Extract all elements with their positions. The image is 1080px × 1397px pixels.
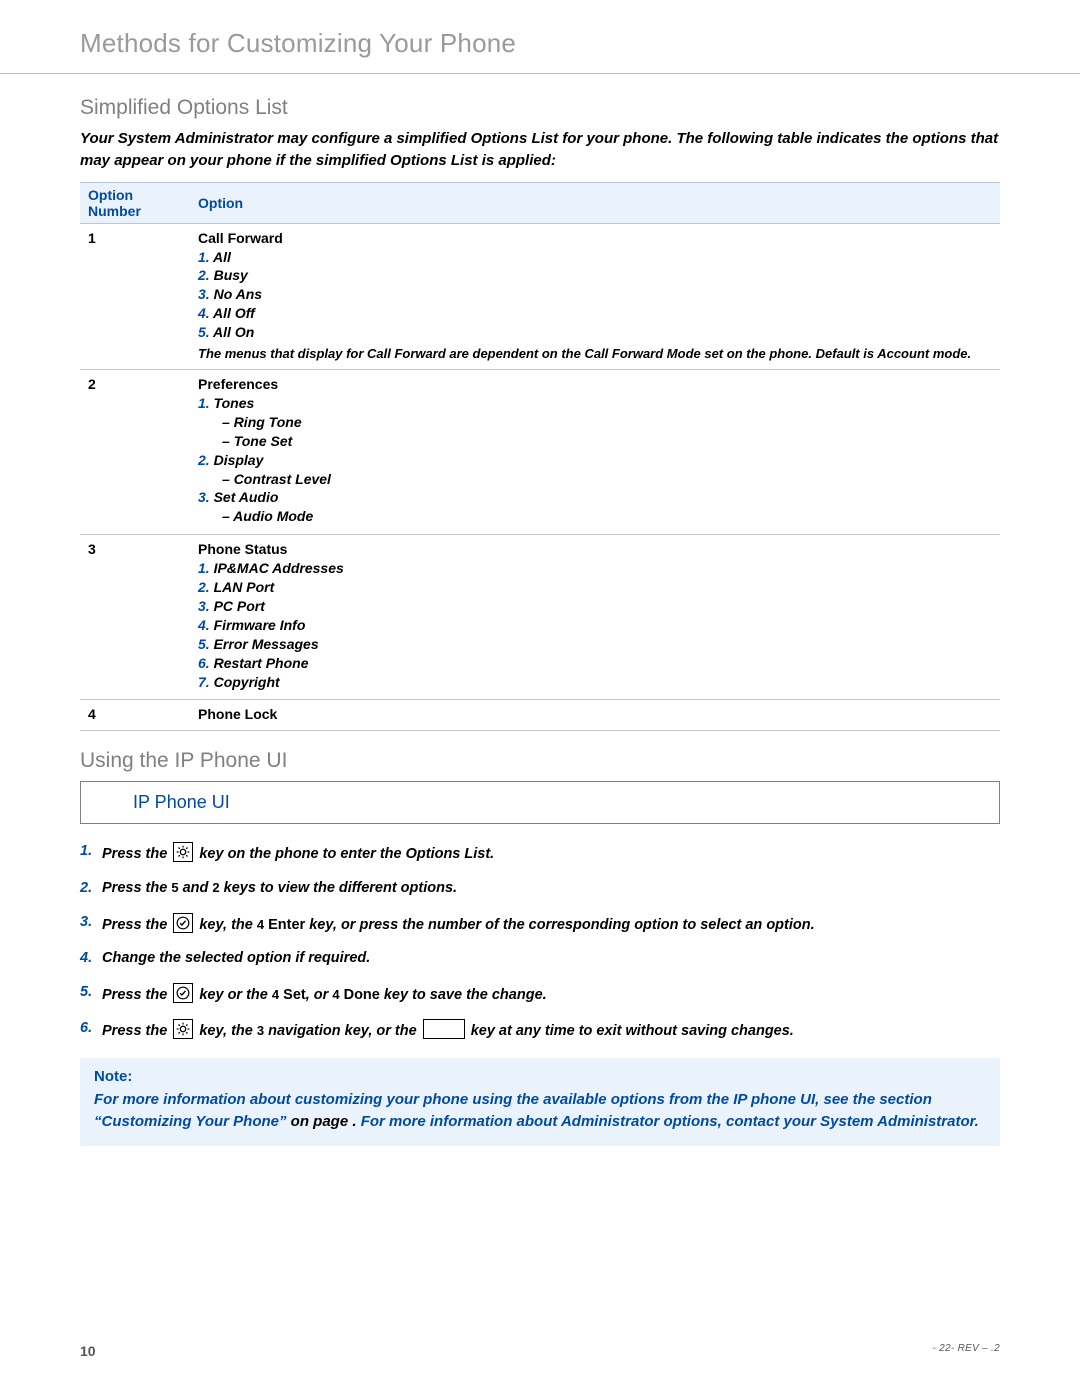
note-text: For more information about customizing y… <box>94 1089 986 1133</box>
step-4: Change the selected option if required. <box>80 945 1000 979</box>
gear-icon <box>173 842 193 862</box>
cell-option-number: 2 <box>80 369 190 534</box>
cell-option: Call Forward 1. All2. Busy3. No Ans4. All… <box>190 223 1000 369</box>
note-box: Note: For more information about customi… <box>80 1058 1000 1147</box>
page-number: 10 <box>80 1343 96 1359</box>
ip-phone-ui-box: IP Phone UI <box>80 781 1000 824</box>
table-row: 3 Phone Status 1. IP&MAC Addresses2. LAN P… <box>80 535 1000 700</box>
cell-option-number: 3 <box>80 535 190 700</box>
cell-option: Phone Status 1. IP&MAC Addresses2. LAN Po… <box>190 535 1000 700</box>
options-table: Option Number Option 1 Call Forward 1. All… <box>80 182 1000 732</box>
option-sub-item: 7. Copyright <box>198 673 992 692</box>
option-sub-item: 3. Set Audio <box>198 488 992 507</box>
option-sub-item: 2. Display <box>198 451 992 470</box>
option-name: Preferences <box>198 376 992 392</box>
option-sub-item: 5. All On <box>198 323 992 342</box>
revision: - 22- REV – .2 <box>932 1343 1000 1359</box>
option-sub-item: 1. IP&MAC Addresses <box>198 559 992 578</box>
option-name: Phone Lock <box>198 706 992 722</box>
table-row: 1 Call Forward 1. All2. Busy3. No Ans4. Al… <box>80 223 1000 369</box>
option-sub-sub-item: Contrast Level <box>198 470 992 489</box>
table-row: 2 Preferences 1. TonesRing ToneTone Set2. … <box>80 369 1000 534</box>
option-sub-item: 6. Restart Phone <box>198 654 992 673</box>
cell-option-number: 4 <box>80 700 190 731</box>
check-icon <box>173 983 193 1003</box>
steps-list: Press the key on the phone to enter the … <box>80 838 1000 1051</box>
th-option-number: Option Number <box>80 182 190 223</box>
page-title: Methods for Customizing Your Phone <box>80 28 1000 59</box>
option-sub-item: 4. All Off <box>198 304 992 323</box>
check-icon <box>173 913 193 933</box>
option-name: Phone Status <box>198 541 992 557</box>
option-sub-item: 3. PC Port <box>198 597 992 616</box>
th-option: Option <box>190 182 1000 223</box>
section-simplified-title: Simplified Options List <box>80 96 1000 120</box>
step-5: Press the key or the 4 Set, or 4 Done ke… <box>80 979 1000 1016</box>
option-sub-sub-item: Audio Mode <box>198 507 992 526</box>
step-1: Press the key on the phone to enter the … <box>80 838 1000 875</box>
option-sub-item: 5. Error Messages <box>198 635 992 654</box>
section-intro: Your System Administrator may configure … <box>80 128 1000 172</box>
ip-phone-ui-header: IP Phone UI <box>81 782 999 823</box>
page-footer: 10 - 22- REV – .2 <box>80 1343 1000 1359</box>
section-using-title: Using the IP Phone UI <box>80 749 1000 773</box>
option-sub-sub-item: Ring Tone <box>198 413 992 432</box>
option-sub-item: 2. LAN Port <box>198 578 992 597</box>
table-row: 4 Phone Lock <box>80 700 1000 731</box>
blank-key-icon <box>423 1019 465 1039</box>
option-sub-item: 3. No Ans <box>198 285 992 304</box>
option-sub-sub-item: Tone Set <box>198 432 992 451</box>
step-6: Press the key, the 3 navigation key, or … <box>80 1015 1000 1052</box>
option-sub-item: 2. Busy <box>198 266 992 285</box>
option-footnote: The menus that display for Call Forward … <box>198 346 992 361</box>
step-3: Press the key, the 4 Enter key, or press… <box>80 909 1000 946</box>
option-sub-item: 1. All <box>198 248 992 267</box>
step-2: Press the 5 and 2 keys to view the diffe… <box>80 875 1000 909</box>
cell-option-number: 1 <box>80 223 190 369</box>
option-sub-item: 4. Firmware Info <box>198 616 992 635</box>
note-label: Note: <box>94 1068 986 1085</box>
option-sub-item: 1. Tones <box>198 394 992 413</box>
cell-option: Preferences 1. TonesRing ToneTone Set2. D… <box>190 369 1000 534</box>
gear-icon <box>173 1019 193 1039</box>
divider <box>0 73 1080 74</box>
cell-option: Phone Lock <box>190 700 1000 731</box>
option-name: Call Forward <box>198 230 992 246</box>
